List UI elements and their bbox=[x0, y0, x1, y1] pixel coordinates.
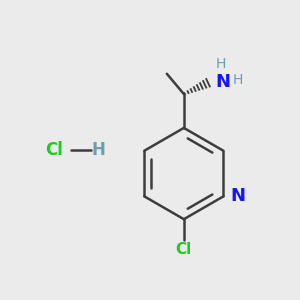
Text: N: N bbox=[216, 73, 231, 91]
Text: Cl: Cl bbox=[45, 141, 63, 159]
Text: N: N bbox=[231, 188, 246, 206]
Text: Cl: Cl bbox=[176, 242, 192, 257]
Text: H: H bbox=[92, 141, 105, 159]
Text: H: H bbox=[232, 73, 243, 87]
Text: H: H bbox=[216, 57, 226, 71]
